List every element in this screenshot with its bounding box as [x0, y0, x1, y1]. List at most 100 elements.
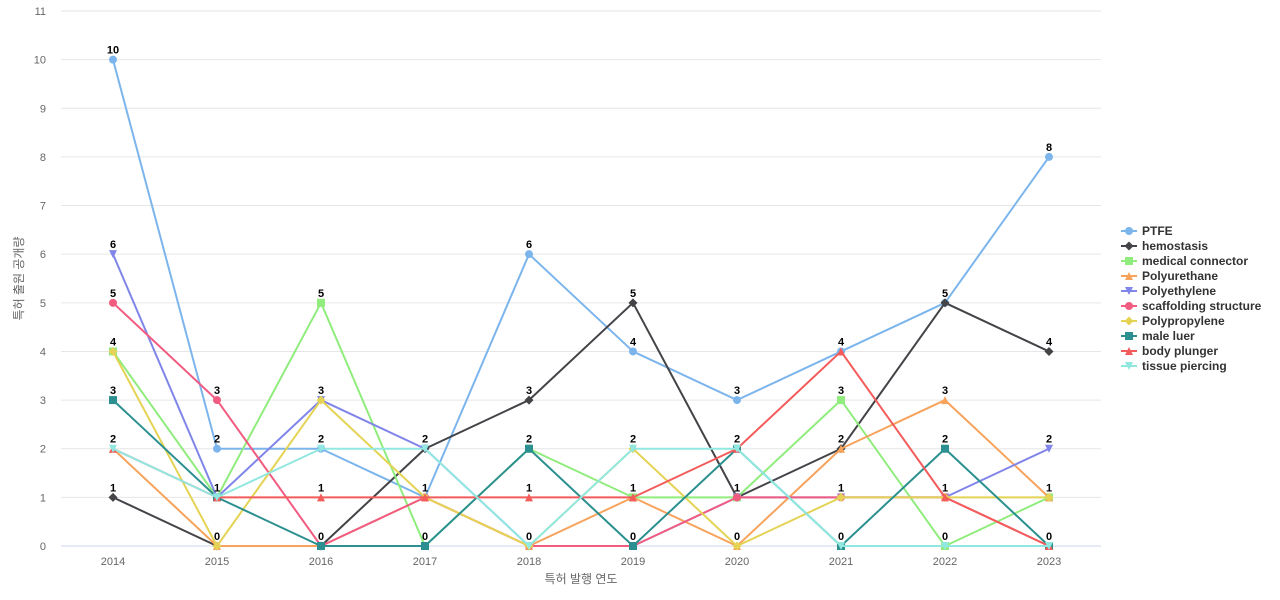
x-tick-label: 2016	[309, 556, 333, 568]
data-point	[941, 444, 949, 453]
legend-symbol	[1125, 257, 1133, 265]
data-label: 4	[110, 336, 117, 348]
data-point	[837, 347, 845, 356]
data-label: 4	[838, 336, 845, 348]
data-label: 1	[110, 482, 116, 494]
data-label: 5	[318, 288, 324, 300]
data-label: 6	[110, 239, 116, 251]
data-point	[109, 444, 117, 453]
data-point	[525, 542, 533, 550]
data-point	[108, 346, 118, 356]
legend-label: PTFE	[1142, 224, 1173, 238]
data-point	[525, 493, 533, 502]
data-point	[836, 492, 846, 502]
series-line	[112, 301, 1050, 547]
series-line	[112, 447, 1050, 547]
legend-item[interactable]: medical connector	[1121, 254, 1248, 268]
data-point	[733, 444, 741, 453]
data-label: 5	[110, 288, 116, 300]
data-label: 0	[422, 531, 428, 543]
data-label: 2	[110, 434, 116, 446]
data-label: 1	[214, 482, 220, 494]
data-label: 2	[838, 434, 844, 446]
legend-item[interactable]: tissue piercing	[1121, 359, 1227, 373]
x-tick-label: 2022	[933, 556, 957, 568]
data-point	[1044, 492, 1054, 502]
data-point	[213, 493, 221, 502]
series-line	[112, 301, 1050, 547]
data-label: 1	[526, 482, 532, 494]
data-label: 10	[107, 45, 119, 57]
legend-label: Polypropylene	[1142, 314, 1225, 328]
data-point	[941, 396, 949, 405]
x-tick-label: 2018	[517, 556, 541, 568]
series-line	[112, 301, 1050, 547]
data-label: 0	[838, 531, 844, 543]
legend-item[interactable]: male luer	[1121, 329, 1195, 343]
legend-label: Polyethylene	[1142, 284, 1216, 298]
legend-symbol	[1125, 332, 1133, 340]
data-point	[421, 493, 429, 502]
data-label: 2	[318, 434, 324, 446]
data-label: 5	[630, 288, 636, 300]
data-point	[629, 493, 637, 502]
legend-symbol	[1125, 362, 1133, 370]
legend-item[interactable]: Polypropylene	[1121, 314, 1225, 328]
data-label: 0	[318, 531, 324, 543]
data-label: 1	[734, 482, 740, 494]
legend-symbol	[1125, 347, 1133, 355]
legend-label: male luer	[1142, 329, 1195, 343]
data-point	[732, 541, 742, 551]
legend-item[interactable]: scaffolding structure	[1121, 299, 1262, 313]
data-label: 2	[1046, 434, 1052, 446]
data-label: 3	[838, 385, 844, 397]
data-point	[941, 542, 949, 550]
data-label: 8	[1046, 142, 1052, 154]
legend-symbol	[1125, 227, 1133, 235]
data-label: 6	[526, 239, 532, 251]
data-label: 2	[526, 434, 532, 446]
data-point	[1045, 152, 1053, 161]
legend-symbol	[1124, 241, 1134, 251]
data-label: 0	[214, 531, 220, 543]
data-point	[941, 493, 949, 502]
data-point	[1045, 542, 1053, 550]
data-label: 2	[214, 434, 220, 446]
legend-symbol	[1124, 316, 1134, 326]
data-point	[109, 298, 117, 307]
data-point	[109, 396, 117, 405]
data-point	[316, 395, 326, 405]
y-axis-title: 특허 출원 공개량	[12, 237, 26, 321]
legend-item[interactable]: hemostasis	[1121, 239, 1208, 253]
data-label: 3	[734, 385, 740, 397]
data-point	[317, 298, 325, 307]
legend-item[interactable]: body plunger	[1121, 344, 1218, 358]
data-label: 0	[526, 531, 532, 543]
data-point	[629, 347, 637, 356]
legend-label: Polyurethane	[1142, 269, 1218, 283]
y-tick-label: 8	[40, 152, 46, 164]
data-point	[525, 250, 533, 259]
data-label: 0	[734, 531, 740, 543]
legend-item[interactable]: Polyethylene	[1121, 284, 1216, 298]
data-label: 1	[318, 482, 324, 494]
data-point	[733, 396, 741, 405]
data-point	[213, 396, 221, 405]
data-label: 0	[942, 531, 948, 543]
data-point	[317, 444, 325, 453]
data-point	[317, 493, 325, 502]
data-point	[629, 542, 637, 550]
legend-item[interactable]: PTFE	[1121, 224, 1173, 238]
legend-label: scaffolding structure	[1142, 299, 1262, 313]
y-tick-label: 4	[40, 346, 46, 358]
y-tick-label: 6	[40, 249, 46, 261]
data-label: 2	[942, 434, 948, 446]
data-point	[421, 542, 429, 550]
y-axis-ticks: 0 1 2 3 4 5 6 7 8 9 10 11	[34, 6, 46, 553]
legend-label: tissue piercing	[1142, 359, 1227, 373]
data-point	[421, 444, 429, 453]
data-point	[1045, 444, 1053, 453]
legend-item[interactable]: Polyurethane	[1121, 269, 1218, 283]
legend-symbol	[1125, 302, 1133, 310]
